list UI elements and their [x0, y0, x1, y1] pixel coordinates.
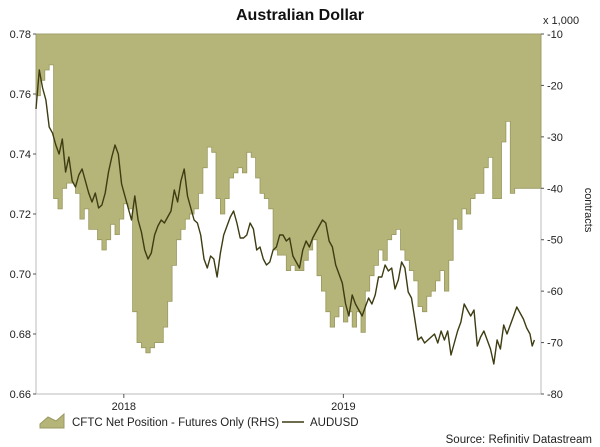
- left-tick-label: 0.70: [10, 269, 31, 281]
- x-axis-ticks: 2018 2019: [112, 394, 356, 413]
- legend-item-cftc: CFTC Net Position - Futures Only (RHS): [39, 412, 279, 429]
- legend-item-audusd: AUDUSD: [282, 417, 359, 429]
- left-tick-label: 0.72: [10, 209, 31, 221]
- area-layer: [35, 33, 542, 354]
- x-tick-label: 2018: [112, 401, 136, 413]
- right-tick-label: -50: [547, 235, 563, 247]
- left-tick-label: 0.74: [10, 149, 31, 161]
- right-tick-label: -60: [547, 286, 563, 298]
- audusd-line-series: [35, 69, 536, 365]
- right-tick-label: -80: [547, 389, 563, 401]
- right-axis-unit-label: x 1,000: [543, 15, 579, 27]
- chart-title: Australian Dollar: [236, 7, 364, 24]
- cftc-area-series: [35, 33, 542, 354]
- left-tick-label: 0.66: [10, 389, 31, 401]
- source-note: Source: Refinitiv Datastream: [446, 434, 592, 446]
- legend-swatch-area: [39, 412, 65, 429]
- right-axis-label: contracts: [582, 188, 594, 233]
- legend-label-cftc: CFTC Net Position - Futures Only (RHS): [72, 417, 279, 429]
- right-tick-label: -30: [547, 132, 563, 144]
- line-layer: [35, 69, 536, 365]
- right-tick-label: -20: [547, 80, 563, 92]
- right-axis-ticks: -80 -70 -60 -50 -40 -30 -20 -10: [541, 29, 563, 401]
- legend-label-audusd: AUDUSD: [310, 417, 359, 429]
- left-tick-label: 0.68: [10, 329, 31, 341]
- left-tick-label: 0.78: [10, 29, 31, 41]
- left-axis-ticks: 0.66 0.68 0.70 0.72 0.74 0.76 0.78: [10, 29, 36, 401]
- right-tick-label: -70: [547, 338, 563, 350]
- right-tick-label: -40: [547, 183, 563, 195]
- left-tick-label: 0.76: [10, 89, 31, 101]
- right-tick-label: -10: [547, 29, 563, 41]
- legend: CFTC Net Position - Futures Only (RHS) A…: [39, 412, 359, 429]
- x-tick-label: 2019: [331, 401, 355, 413]
